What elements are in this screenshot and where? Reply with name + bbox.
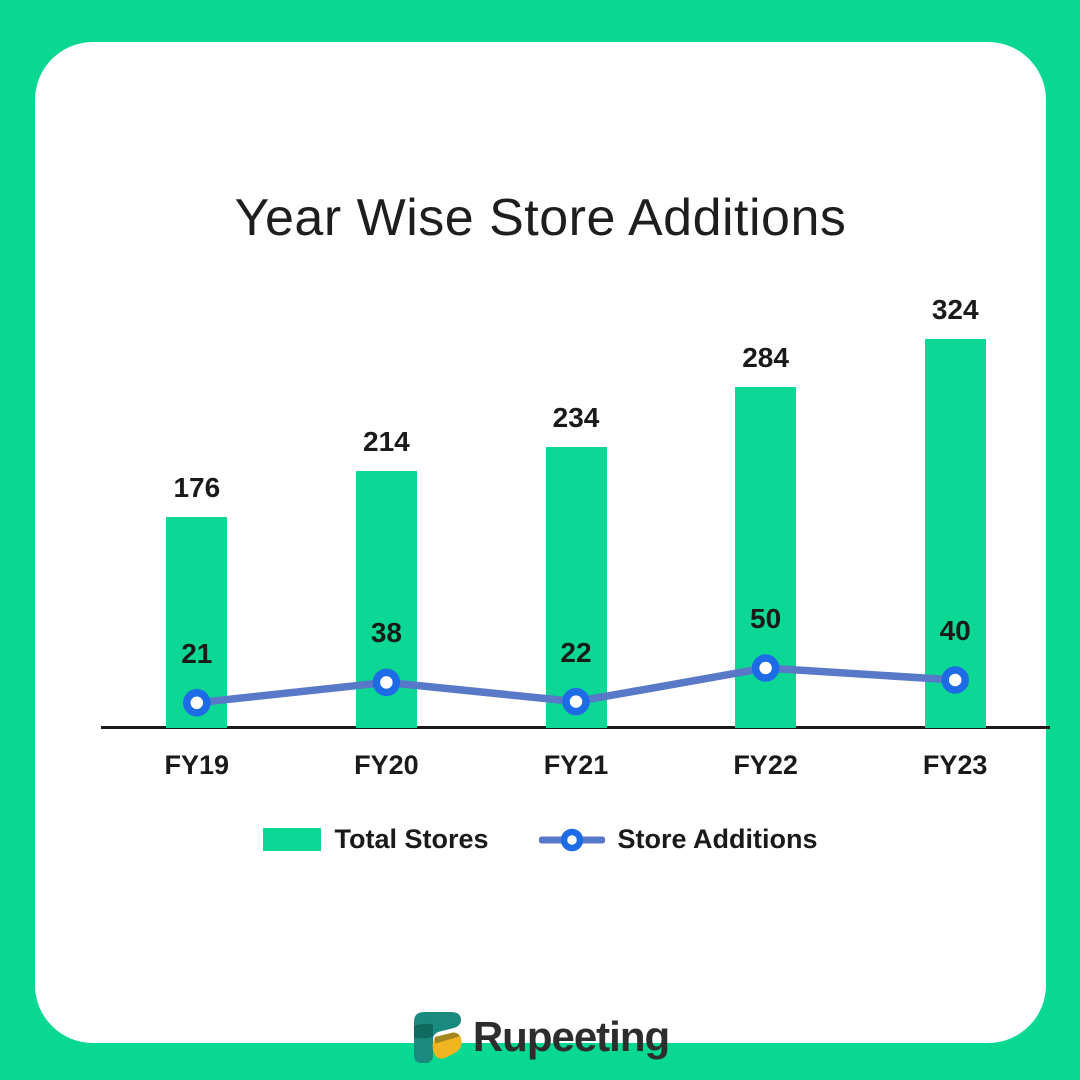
line-marker-point	[372, 668, 401, 697]
logo-wordmark: Rupeeting	[472, 1013, 670, 1060]
logo: Rupeeting	[35, 1010, 1046, 1064]
store-additions-line	[183, 654, 969, 717]
x-axis-label-fy23: FY23	[922, 750, 988, 780]
x-axis-label-fy21: FY21	[543, 750, 609, 780]
line-value-label: 22	[560, 636, 592, 668]
chart-legend: Total Stores Store Additions	[35, 824, 1046, 855]
legend-label: Store Additions	[617, 824, 818, 854]
line-marker-point	[562, 687, 590, 716]
line-marker-point	[183, 689, 211, 717]
legend-item-store-additions: Store Additions	[538, 824, 818, 855]
line-value-label: 40	[939, 615, 971, 646]
x-axis-label-fy22: FY22	[733, 750, 798, 780]
x-axis-label-fy20: FY20	[354, 750, 419, 780]
bar-swatch-icon	[263, 828, 322, 851]
rupeeting-logo-icon	[413, 1012, 462, 1063]
x-axis-label-fy19: FY19	[164, 750, 230, 780]
chart-card: Year Wise Store Additions 176 21 FY19 214 38…	[35, 42, 1050, 1063]
chart-title: Year Wise Store Additions	[234, 189, 847, 247]
line-marker-point	[751, 654, 780, 682]
bar-value-label: 176	[173, 471, 221, 503]
line-value-label: 38	[370, 617, 402, 649]
chart-area: 176 21 FY19 214 38 FY20 234 22 FY21 284 50 FY22 324 4…	[35, 42, 1050, 1043]
bar-fy23	[924, 339, 986, 728]
bar-value-label: 284	[742, 342, 789, 374]
bar-fy21	[545, 447, 607, 728]
line-value-label: 21	[181, 637, 213, 669]
line-value-label: 50	[750, 603, 782, 634]
bar-value-label: 324	[931, 294, 979, 326]
legend-label: Total Stores	[334, 824, 489, 854]
bar-value-label: 214	[363, 426, 410, 458]
line-marker-swatch-icon	[538, 828, 605, 851]
bar-value-label: 234	[552, 402, 600, 434]
legend-item-total-stores: Total Stores	[263, 824, 489, 855]
line-marker-point	[941, 666, 969, 694]
